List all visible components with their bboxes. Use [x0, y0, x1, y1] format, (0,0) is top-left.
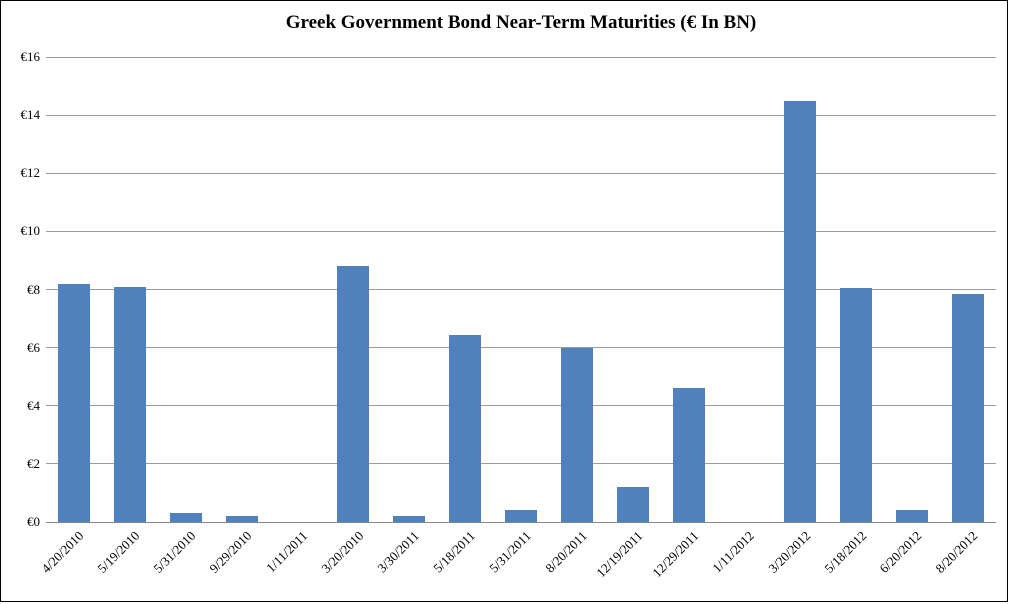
x-tick-label: 5/31/2010	[150, 528, 199, 576]
y-tick-label: €4	[27, 397, 40, 413]
x-tick-label: 5/18/2012	[821, 528, 869, 576]
bar	[896, 510, 929, 522]
bar	[840, 288, 873, 522]
x-tick-label: 3/30/2011	[374, 528, 422, 576]
x-tick-label: 8/20/2012	[932, 528, 981, 576]
y-tick-label: €12	[20, 165, 41, 181]
x-axis-line	[46, 522, 996, 523]
x-tick-label: 5/19/2010	[94, 528, 143, 576]
bar	[225, 516, 258, 522]
x-tick-label: 8/20/2011	[541, 528, 590, 576]
gridline	[46, 56, 996, 58]
chart-title: Greek Government Bond Near-Term Maturiti…	[285, 12, 757, 33]
x-tick-label: 6/20/2012	[876, 528, 925, 576]
x-tick-label: 4/20/2010	[38, 528, 87, 576]
gridline	[46, 289, 996, 290]
plot-area	[46, 56, 996, 523]
x-tick-label: 12/29/2011	[649, 528, 702, 581]
bar	[393, 516, 426, 522]
y-tick-label: €6	[27, 339, 40, 355]
x-tick-label: 1/11/2011	[262, 528, 311, 576]
bar	[337, 266, 370, 522]
x-tick-label: 9/29/2010	[206, 528, 255, 576]
bar	[560, 347, 593, 522]
bar	[57, 283, 90, 522]
y-tick-label: €10	[20, 223, 41, 239]
x-tick-label: 3/20/2012	[765, 528, 814, 576]
bar	[952, 293, 985, 522]
bar	[449, 334, 482, 522]
y-tick-label: €16	[20, 49, 41, 64]
gridline	[46, 405, 996, 407]
x-tick-label: 3/20/2010	[318, 528, 366, 576]
y-tick-label: €2	[27, 455, 40, 471]
x-tick-label: 12/19/2011	[593, 528, 646, 581]
x-tick-label: 5/31/2011	[486, 528, 534, 576]
x-tick-label: 5/18/2011	[430, 528, 478, 576]
x-tick-label: 1/11/2012	[709, 528, 758, 576]
bar	[169, 513, 202, 522]
gridline	[46, 463, 996, 465]
gridline	[46, 347, 996, 349]
y-tick-label: €8	[27, 281, 40, 297]
bar	[672, 388, 705, 522]
gridline	[46, 172, 996, 174]
gridline	[46, 230, 996, 232]
bar	[113, 286, 146, 522]
bar	[616, 487, 649, 522]
y-tick-label: €14	[20, 107, 41, 123]
y-tick-label: €0	[27, 514, 40, 529]
bar	[505, 510, 537, 522]
gridline	[46, 114, 996, 116]
bar	[784, 100, 817, 522]
